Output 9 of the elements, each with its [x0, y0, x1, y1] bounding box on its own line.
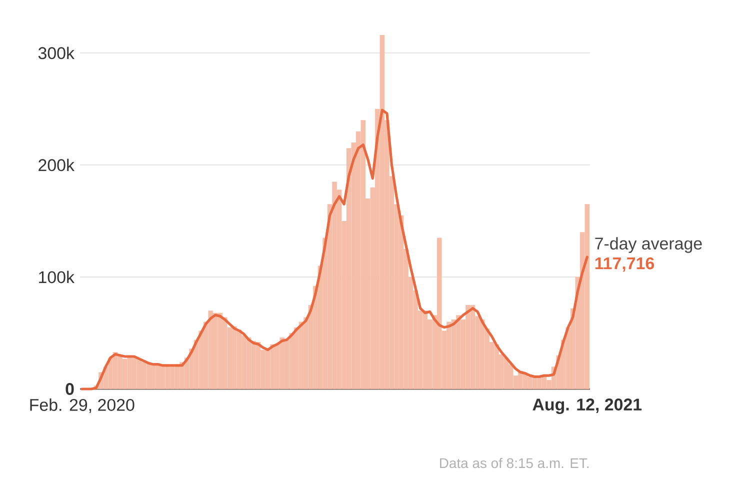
- y-tick-label: 100k: [39, 270, 75, 284]
- series-label: 7-day average: [595, 237, 702, 253]
- annotation: 117,716: [595, 257, 654, 272]
- text: Data as of 8:15 a.m. ET.: [440, 458, 589, 468]
- y-tick-label: 300k: [38, 46, 75, 60]
- y-tick-label: 0: [66, 383, 74, 395]
- x-tick-label: Feb. 29, 2020: [30, 398, 134, 413]
- x-tick-label: Aug. 12, 2021: [532, 398, 642, 414]
- y-tick-label: 200k: [38, 158, 75, 172]
